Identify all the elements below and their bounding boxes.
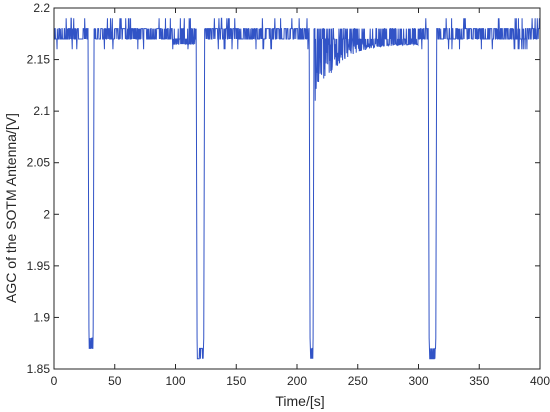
y-tick-label: 2.05	[27, 156, 51, 170]
y-axis-label: AGC of the SOTM Antenna/[V]	[3, 113, 19, 303]
x-tick-label: 400	[530, 374, 550, 388]
x-tick-label: 250	[348, 374, 368, 388]
x-tick-label: 100	[165, 374, 185, 388]
plot-background	[54, 8, 540, 369]
x-tick-label: 50	[108, 374, 122, 388]
y-tick-label: 1.95	[27, 259, 51, 273]
x-tick-label: 300	[408, 374, 428, 388]
y-tick-label: 2.2	[33, 1, 50, 15]
y-tick-label: 1.9	[33, 310, 50, 324]
x-tick-label: 0	[51, 374, 58, 388]
axes: 0 50 100 150 200 250 300 350 400 1.85 1.9 1.95 2 2.05…	[27, 1, 550, 388]
agc-series-line	[53, 17, 541, 360]
y-tick-label: 2.1	[33, 104, 50, 118]
x-tick-label: 150	[226, 374, 246, 388]
data-series	[53, 17, 541, 360]
y-tick-label: 2.15	[27, 53, 51, 67]
x-tick-label: 350	[469, 374, 489, 388]
y-tick-label: 1.85	[27, 362, 51, 376]
x-axis-label: Time/[s]	[275, 393, 324, 409]
plot-area	[54, 8, 540, 369]
x-tick-label: 200	[287, 374, 307, 388]
y-tick-label: 2	[43, 207, 50, 221]
